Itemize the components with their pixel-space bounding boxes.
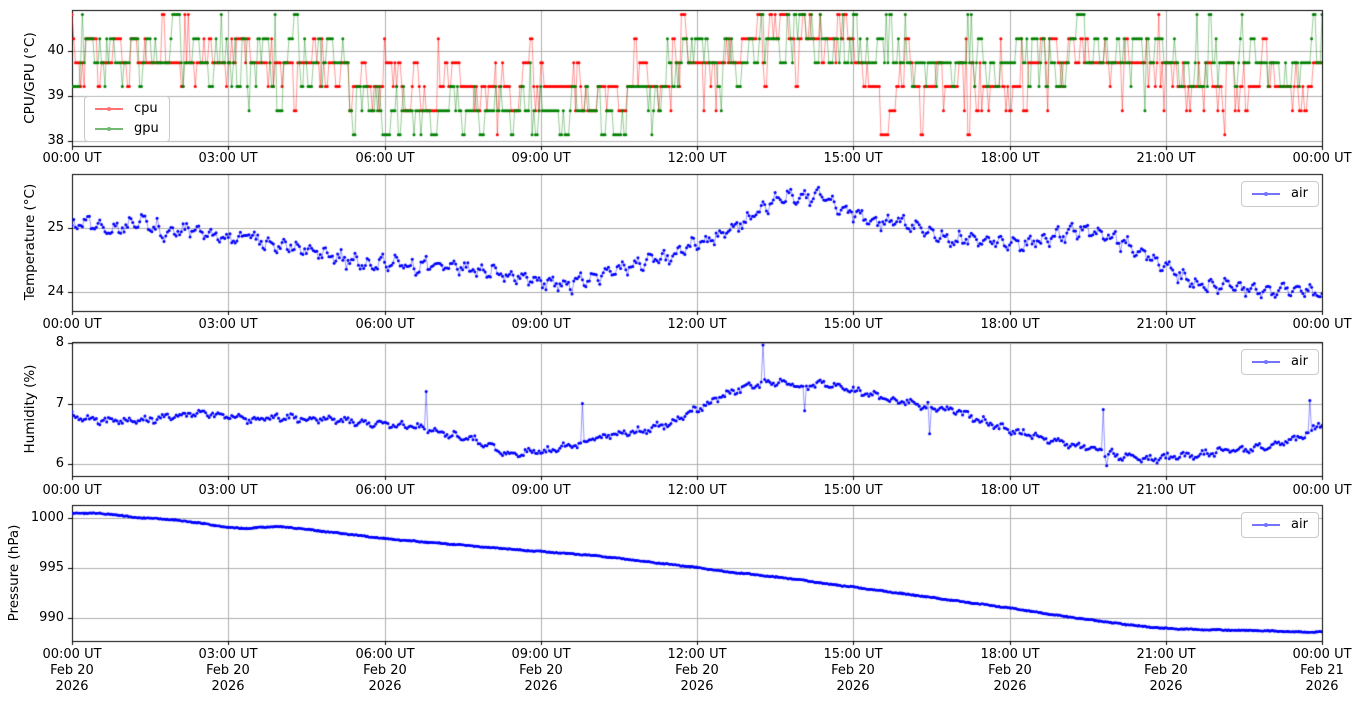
year-label: 2026 — [836, 679, 870, 694]
year-label: 2026 — [368, 679, 402, 694]
date-label: Feb 20 — [363, 663, 407, 678]
year-label: 2026 — [680, 679, 714, 694]
y-tick-label: 1000 — [30, 510, 64, 525]
y-tick-label: 24 — [47, 284, 64, 299]
legend-label: air — [1291, 186, 1308, 201]
year-label: 2026 — [1305, 679, 1339, 694]
legend-label: gpu — [134, 121, 159, 136]
y-tick-label: 995 — [39, 560, 64, 575]
legend-dot-icon — [1264, 192, 1268, 196]
x-tick-label: 18:00 UT — [980, 151, 1040, 166]
legend-item: cpu — [95, 100, 159, 118]
x-tick-label: 00:00 UT — [1292, 483, 1352, 498]
legend-line-marker-icon — [95, 127, 123, 131]
x-tick-label: 15:00 UT — [823, 647, 883, 662]
x-tick-label: 03:00 UT — [198, 483, 258, 498]
x-tick-label: 12:00 UT — [667, 151, 727, 166]
legend-dot-icon — [107, 107, 111, 111]
x-tick-label: 00:00 UT — [1292, 151, 1352, 166]
x-tick-label: 00:00 UT — [42, 317, 102, 332]
legend: air — [1241, 512, 1319, 538]
x-tick-label: 06:00 UT — [355, 647, 415, 662]
x-tick-label: 03:00 UT — [198, 317, 258, 332]
year-label: 2026 — [1149, 679, 1183, 694]
y-tick-label: 7 — [55, 396, 64, 411]
x-tick-label: 09:00 UT — [511, 647, 571, 662]
legend-label: cpu — [134, 101, 158, 116]
legend: cpu gpu — [84, 96, 170, 142]
legend-label: air — [1291, 354, 1308, 369]
date-label: Feb 21 — [1300, 663, 1344, 678]
x-tick-label: 00:00 UT — [42, 151, 102, 166]
x-tick-label: 21:00 UT — [1136, 151, 1196, 166]
y-tick-label: 40 — [47, 43, 64, 58]
legend-line-marker-icon — [1252, 192, 1280, 196]
date-label: Feb 20 — [988, 663, 1032, 678]
x-tick-label: 00:00 UT — [1292, 317, 1352, 332]
legend-item: air — [1252, 185, 1308, 203]
year-label: 2026 — [993, 679, 1027, 694]
x-tick-label: 09:00 UT — [511, 151, 571, 166]
x-tick-label: 21:00 UT — [1136, 483, 1196, 498]
x-tick-label: 12:00 UT — [667, 647, 727, 662]
legend-label: air — [1291, 517, 1308, 532]
legend-item: air — [1252, 353, 1308, 371]
y-tick-label: 6 — [55, 456, 64, 471]
x-tick-label: 03:00 UT — [198, 151, 258, 166]
x-tick-label: 06:00 UT — [355, 151, 415, 166]
x-tick-label: 18:00 UT — [980, 647, 1040, 662]
legend-dot-icon — [1264, 360, 1268, 364]
y-tick-label: 8 — [55, 335, 64, 350]
x-tick-label: 12:00 UT — [667, 483, 727, 498]
legend: air — [1241, 349, 1319, 375]
x-tick-label: 15:00 UT — [823, 151, 883, 166]
legend-item: gpu — [95, 120, 159, 138]
x-tick-label: 06:00 UT — [355, 317, 415, 332]
x-tick-label: 21:00 UT — [1136, 317, 1196, 332]
x-tick-label: 06:00 UT — [355, 483, 415, 498]
year-label: 2026 — [211, 679, 245, 694]
year-label: 2026 — [524, 679, 558, 694]
x-tick-label: 03:00 UT — [198, 647, 258, 662]
y-tick-label: 25 — [47, 220, 64, 235]
x-tick-label: 00:00 UT — [1292, 647, 1352, 662]
x-tick-label: 12:00 UT — [667, 317, 727, 332]
date-label: Feb 20 — [1144, 663, 1188, 678]
year-label: 2026 — [55, 679, 89, 694]
x-tick-label: 00:00 UT — [42, 647, 102, 662]
legend-line-marker-icon — [95, 107, 123, 111]
y-tick-label: 990 — [39, 610, 64, 625]
legend: air — [1241, 181, 1319, 207]
legend-dot-icon — [107, 127, 111, 131]
x-tick-label: 15:00 UT — [823, 317, 883, 332]
legend-line-marker-icon — [1252, 523, 1280, 527]
y-axis-title-temperature: Temperature (°C) — [22, 183, 38, 301]
legend-dot-icon — [1264, 523, 1268, 527]
legend-line-marker-icon — [1252, 360, 1280, 364]
legend-item: air — [1252, 516, 1308, 534]
date-label: Feb 20 — [519, 663, 563, 678]
date-label: Feb 20 — [831, 663, 875, 678]
x-tick-label: 18:00 UT — [980, 483, 1040, 498]
x-tick-label: 09:00 UT — [511, 317, 571, 332]
date-label: Feb 20 — [206, 663, 250, 678]
y-tick-label: 38 — [47, 133, 64, 148]
y-tick-label: 39 — [47, 88, 64, 103]
date-label: Feb 20 — [50, 663, 94, 678]
x-tick-label: 00:00 UT — [42, 483, 102, 498]
date-label: Feb 20 — [675, 663, 719, 678]
x-tick-label: 18:00 UT — [980, 317, 1040, 332]
x-tick-label: 21:00 UT — [1136, 647, 1196, 662]
x-tick-label: 09:00 UT — [511, 483, 571, 498]
x-tick-label: 15:00 UT — [823, 483, 883, 498]
